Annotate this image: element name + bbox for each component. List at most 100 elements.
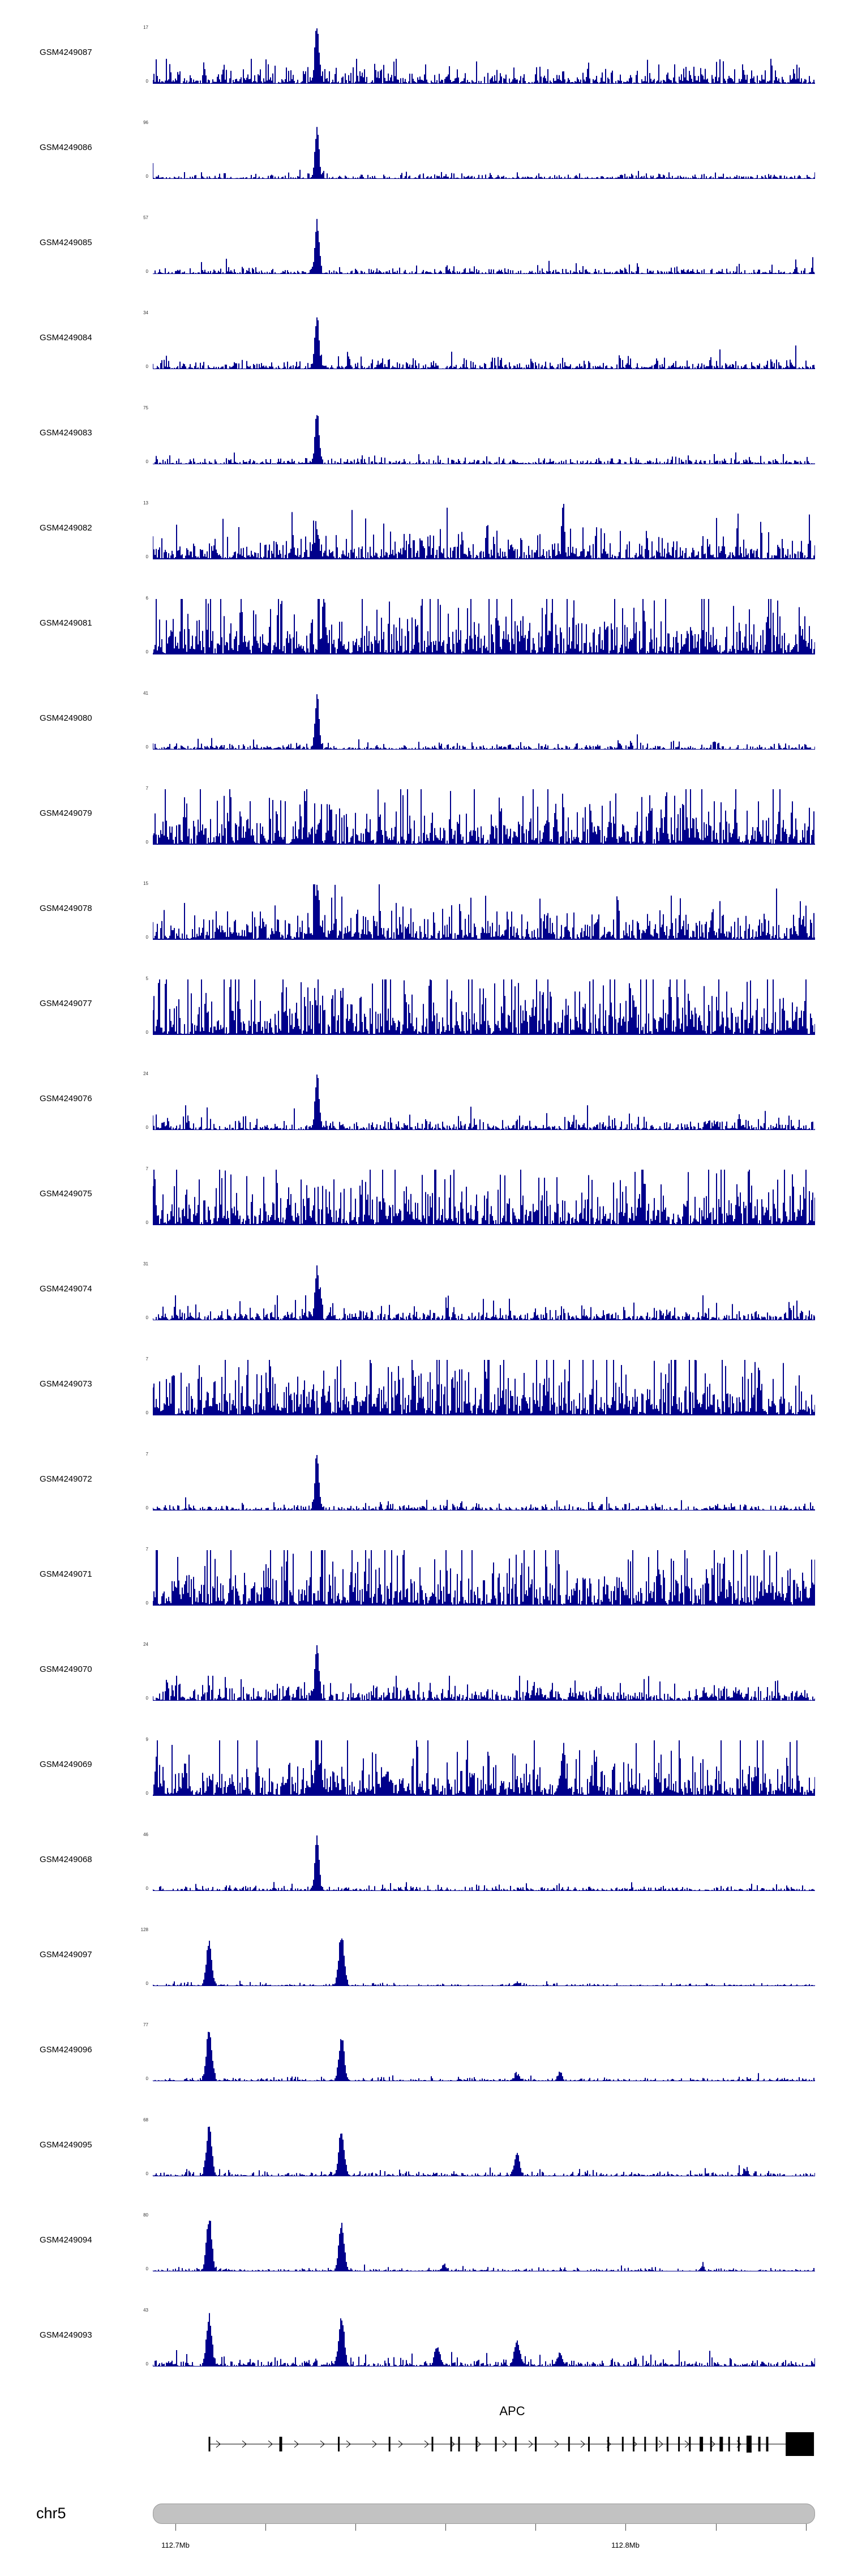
- chromosome-label: chr5: [36, 2505, 66, 2522]
- track-label: GSM4249074: [40, 1284, 92, 1294]
- track-label: GSM4249094: [40, 2235, 92, 2245]
- axis-tick: [445, 2524, 446, 2531]
- axis-tick: [175, 2524, 176, 2531]
- track-signal-plot: [153, 127, 815, 179]
- y-min-label: 0: [145, 2076, 148, 2081]
- y-max-label: 128: [140, 1927, 148, 1932]
- track-signal-plot: [153, 2031, 815, 2081]
- track-label: GSM4249083: [40, 428, 92, 438]
- track-row: GSM4249073 7 0: [0, 1347, 849, 1443]
- gene-exon: [475, 2437, 478, 2451]
- track-label: GSM4249080: [40, 713, 92, 723]
- y-min-label: 0: [145, 1410, 148, 1415]
- y-min-label: 0: [145, 1125, 148, 1130]
- strand-arrow-icon: [398, 2440, 403, 2448]
- track-signal-plot: [153, 1360, 815, 1415]
- track-row: GSM4249093 43 0: [0, 2299, 849, 2394]
- track-label: GSM4249087: [40, 48, 92, 57]
- track-row: GSM4249069 9 0: [0, 1728, 849, 1823]
- strand-arrow-icon: [372, 2440, 377, 2448]
- track-signal-plot: [153, 415, 815, 464]
- y-min-label: 0: [145, 2171, 148, 2176]
- strand-arrow-icon: [268, 2440, 273, 2448]
- strand-arrow-icon: [294, 2440, 299, 2448]
- track-signal-plot: [153, 2126, 815, 2176]
- y-min-label: 0: [145, 840, 148, 845]
- strand-arrow-icon: [554, 2440, 559, 2448]
- track-label: GSM4249093: [40, 2330, 92, 2340]
- y-min-label: 0: [145, 174, 148, 179]
- y-min-label: 0: [145, 1315, 148, 1320]
- y-min-label: 0: [145, 554, 148, 559]
- strand-arrow-icon: [476, 2440, 481, 2448]
- track-label: GSM4249078: [40, 904, 92, 913]
- track-signal-plot: [153, 599, 815, 654]
- y-min-label: 0: [145, 459, 148, 464]
- y-min-label: 0: [145, 1791, 148, 1796]
- gene-exon: [710, 2437, 712, 2451]
- track-signal-plot: [153, 1645, 815, 1701]
- track-row: GSM4249078 15 0: [0, 872, 849, 967]
- gene-exon: [338, 2437, 340, 2451]
- gene-exon: [568, 2437, 570, 2451]
- gene-exon: [431, 2437, 434, 2451]
- track-signal-plot: [153, 1835, 815, 1891]
- track-row: GSM4249075 7 0: [0, 1157, 849, 1252]
- track-row: GSM4249071 7 0: [0, 1538, 849, 1633]
- track-row: GSM4249072 7 0: [0, 1443, 849, 1538]
- gene-exon: [588, 2437, 590, 2451]
- y-min-label: 0: [145, 744, 148, 750]
- y-min-label: 0: [145, 1601, 148, 1606]
- gene-exon: [458, 2437, 460, 2451]
- track-row: GSM4249080 41 0: [0, 682, 849, 777]
- track-row: GSM4249085 57 0: [0, 206, 849, 301]
- track-row: GSM4249070 24 0: [0, 1633, 849, 1728]
- y-min-label: 0: [145, 79, 148, 84]
- track-signal-plot: [153, 789, 815, 845]
- y-min-label: 0: [145, 364, 148, 369]
- track-label: GSM4249070: [40, 1664, 92, 1674]
- gene-exon: [766, 2437, 769, 2451]
- y-max-label: 7: [145, 786, 148, 791]
- y-min-label: 0: [145, 1981, 148, 1986]
- gene-exon: [728, 2437, 730, 2451]
- track-row: GSM4249086 96 0: [0, 111, 849, 206]
- axis-tick: [265, 2524, 266, 2531]
- y-max-label: 80: [143, 2213, 148, 2218]
- axis-tick: [806, 2524, 807, 2531]
- strand-arrow-icon: [320, 2440, 325, 2448]
- track-signal-plot: [153, 28, 815, 84]
- y-max-label: 43: [143, 2308, 148, 2313]
- track-label: GSM4249073: [40, 1379, 92, 1389]
- track-signal-plot: [153, 1075, 815, 1130]
- y-max-label: 7: [145, 1452, 148, 1457]
- track-label: GSM4249069: [40, 1760, 92, 1769]
- gene-exon: [719, 2437, 723, 2451]
- track-signal-plot: [153, 219, 815, 274]
- y-max-label: 7: [145, 1547, 148, 1552]
- track-label: GSM4249077: [40, 999, 92, 1008]
- track-label: GSM4249096: [40, 2045, 92, 2055]
- y-max-label: 57: [143, 215, 148, 220]
- gene-exon: [535, 2437, 537, 2451]
- y-min-label: 0: [145, 1505, 148, 1510]
- y-max-label: 9: [145, 1737, 148, 1742]
- y-min-label: 0: [145, 1030, 148, 1035]
- track-signal-plot: [153, 884, 815, 940]
- track-label: GSM4249097: [40, 1950, 92, 1959]
- y-max-label: 68: [143, 2117, 148, 2123]
- track-row: GSM4249074 31 0: [0, 1252, 849, 1347]
- track-label: GSM4249082: [40, 523, 92, 533]
- gene-exon: [678, 2437, 680, 2451]
- y-max-label: 24: [143, 1642, 148, 1647]
- strand-arrow-icon: [580, 2440, 585, 2448]
- strand-arrow-icon: [346, 2440, 351, 2448]
- track-label: GSM4249086: [40, 143, 92, 152]
- track-signal-plot: [153, 694, 815, 750]
- track-signal-plot: [153, 1939, 815, 1986]
- axis-tick: [625, 2524, 626, 2531]
- track-row: GSM4249095 68 0: [0, 2108, 849, 2203]
- y-min-label: 0: [145, 2361, 148, 2367]
- track-row: GSM4249082 13 0: [0, 491, 849, 587]
